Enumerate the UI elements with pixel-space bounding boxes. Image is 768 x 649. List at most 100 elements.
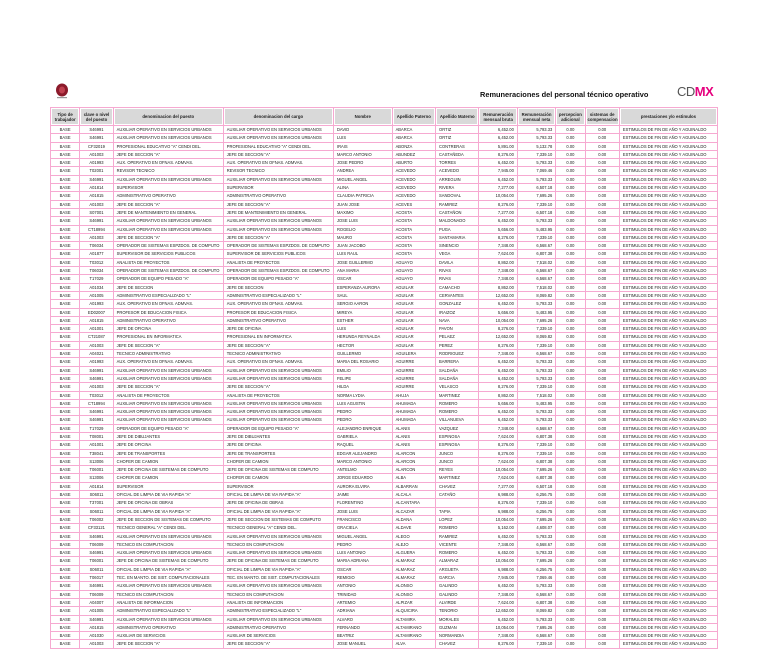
cell-denominacion-cargo: AUXILIAR OPERATIVO EN SERVICIOS URBANOS [223,582,333,590]
cell-tipo-trabajador: BASE [51,283,80,291]
cell-clave-puesto: A01005 [80,607,113,615]
cell-sistemas-compensacion: 0.00 [585,208,619,217]
cell-denominacion-puesto: ANALISTA DE PROYECTOS [113,391,223,399]
cell-remuneracion-neta: 6,256.75 [517,507,556,515]
table-row: BASE S13006 CHOFER DE CAMION CHOFER DE CAMI… [51,474,717,482]
cell-percepcion-adicional: 0.00 [556,325,585,333]
table-row: BASE ED02007 PROFESOR DE EDUCACION FISICA P… [51,308,717,316]
cell-denominacion-cargo: ADMINISTRATIVO ESPECIALIZADO "L" [223,291,333,300]
cell-remuneracion-bruta: 12,652.00 [479,607,517,615]
table-row: BASE S06011 OFICIAL DE LIMPIA DE VIA RAPID… [51,491,717,499]
cell-clave-puesto: A04007 [80,598,113,607]
cell-sistemas-compensacion: 0.00 [585,524,619,532]
cell-nombre: JUAN JACOBO [333,242,392,250]
table-row: BASE T02001 REVISOR TECNICO REVISOR TECNICO… [51,167,717,175]
cell-prestaciones: ESTIMULOS DE FIN DE AÑO Y AGUINALDO [619,308,717,316]
cell-apellido-paterno: ALARCON [392,449,436,457]
table-row: BASE CT21087 PROFESIONAL EN INFORMATICA PRO… [51,333,717,341]
cell-remuneracion-bruta: 8,276.00 [479,499,517,507]
cell-nombre: SAUL [333,291,392,300]
cell-remuneracion-neta: 5,793.33 [517,408,556,416]
cell-remuneracion-neta: 7,339.10 [517,640,556,648]
cell-denominacion-puesto: AUX. OPERATIVO EN OFNAS. ADMVAS. [113,300,223,308]
cell-prestaciones: ESTIMULOS DE FIN DE AÑO Y AGUINALDO [619,291,717,300]
cell-apellido-materno [436,499,479,507]
cell-remuneracion-bruta: 6,988.00 [479,491,517,499]
cell-apellido-paterno: AGUIRRE [392,358,436,366]
cell-sistemas-compensacion: 0.00 [585,532,619,540]
cell-clave-puesto: S46991 [80,582,113,590]
cell-denominacion-cargo: CHOFER DE CAMION [223,457,333,466]
cell-apellido-materno: ROMERO [436,408,479,416]
cell-apellido-materno: CONTRERAS [436,142,479,150]
cell-clave-puesto: A04021 [80,350,113,358]
cell-percepcion-adicional: 0.00 [556,399,585,408]
cell-denominacion-cargo: AUXILIAR OPERATIVO EN SERVICIOS URBANOS [223,366,333,374]
cell-prestaciones: ESTIMULOS DE FIN DE AÑO Y AGUINALDO [619,325,717,333]
cell-sistemas-compensacion: 0.00 [585,350,619,358]
cell-denominacion-cargo: JEFE DE OFICINA DE SISTEMAS DE COMPUTO [223,466,333,474]
cell-clave-puesto: A01001 [80,441,113,449]
cell-denominacion-puesto: JEFE DE SECCION [113,283,223,291]
cell-denominacion-cargo: JEFE DE SECCION "A" [223,383,333,391]
cell-tipo-trabajador: BASE [51,557,80,565]
table-row: BASE T37001 JEFE DE OFICINA DE OBRAS JEFE D… [51,499,717,507]
cell-remuneracion-neta: 5,793.33 [517,358,556,366]
cell-tipo-trabajador: BASE [51,333,80,341]
cell-nombre: ARTEMIO [333,598,392,607]
cell-remuneracion-bruta: 6,452.00 [479,300,517,308]
cell-remuneracion-neta: 5,793.33 [517,549,556,557]
cell-denominacion-puesto: AUXILIAR OPERATIVO EN SERVICIOS URBANOS [113,549,223,557]
cell-apellido-materno: NAVA [436,316,479,325]
cell-nombre: OSCAR [333,565,392,574]
cell-apellido-materno: ESPINOSA [436,432,479,441]
table-row: BASE S46991 AUXILIAR OPERATIVO EN SERVICIO… [51,549,717,557]
cell-denominacion-cargo: AUXILIAR OPERATIVO EN SERVICIOS URBANOS [223,134,333,142]
cell-nombre: OSCAR [333,275,392,283]
cell-nombre: MARCO ANTONIO [333,457,392,466]
cell-tipo-trabajador: BASE [51,515,80,524]
cell-denominacion-cargo: TECNICO GENERAL "A" CENDI DEL. [223,524,333,532]
cell-clave-puesto: CT18994 [80,225,113,233]
cell-remuneracion-bruta: 8,862.00 [479,258,517,267]
cell-prestaciones: ESTIMULOS DE FIN DE AÑO Y AGUINALDO [619,582,717,590]
cell-remuneracion-bruta: 8,862.00 [479,391,517,399]
cell-denominacion-cargo: JEFE DE DIBUJANTES [223,432,333,441]
cell-apellido-materno: NORMANDIA [436,632,479,640]
cell-clave-puesto: T06009 [80,590,113,598]
cell-clave-puesto: CT18994 [80,399,113,408]
cell-denominacion-cargo: JEFE DE SECCION "A" [223,150,333,159]
cell-nombre: ALEJANDRO ENRIQUE [333,424,392,432]
cell-sistemas-compensacion: 0.00 [585,325,619,333]
cell-apellido-materno: RODRIGUEZ [436,350,479,358]
cell-denominacion-cargo: AUX. OPERATIVO EN OFNAS. ADMVAS. [223,358,333,366]
cell-remuneracion-neta: 5,793.33 [517,175,556,184]
cell-denominacion-puesto: OPERADOR DE EQUIPO PESADO "A" [113,275,223,283]
cell-remuneracion-bruta: 7,348.00 [479,275,517,283]
cell-denominacion-puesto: AUXILIAR OPERATIVO EN SERVICIOS URBANOS [113,399,223,408]
cell-nombre: JORGE EDUARDO [333,474,392,482]
cell-denominacion-puesto: SUPERVISOR [113,184,223,192]
cell-denominacion-puesto: JEFE DE SECCION "A" [113,383,223,391]
cell-prestaciones: ESTIMULOS DE FIN DE AÑO Y AGUINALDO [619,424,717,432]
cell-nombre: PEDRO [333,408,392,416]
cell-clave-puesto: S06011 [80,491,113,499]
cell-denominacion-cargo: AUXILIAR OPERATIVO EN SERVICIOS URBANOS [223,549,333,557]
cell-percepcion-adicional: 0.00 [556,184,585,192]
cell-denominacion-cargo: OFICIAL DE LIMPIA DE VIA RAPIDA "A" [223,565,333,574]
cell-denominacion-cargo: PROFESOR DE EDUCACION FISICA [223,308,333,316]
cell-sistemas-compensacion: 0.00 [585,549,619,557]
cell-percepcion-adicional: 0.00 [556,532,585,540]
cell-percepcion-adicional: 0.00 [556,623,585,632]
cell-sistemas-compensacion: 0.00 [585,432,619,441]
cell-denominacion-puesto: AUXILIAR OPERATIVO EN SERVICIOS URBANOS [113,416,223,424]
cell-remuneracion-neta: 5,793.33 [517,374,556,383]
cell-prestaciones: ESTIMULOS DE FIN DE AÑO Y AGUINALDO [619,540,717,549]
cell-denominacion-puesto: AUXILIAR OPERATIVO EN SERVICIOS URBANOS [113,126,223,134]
cell-nombre: GUILLERMO [333,350,392,358]
cell-apellido-paterno: ALDANA [392,515,436,524]
cell-remuneracion-bruta: 8,276.00 [479,449,517,457]
cell-denominacion-cargo: ANALISTA DE INFORMACION [223,598,333,607]
cell-tipo-trabajador: BASE [51,582,80,590]
cell-apellido-materno: TENORIO [436,607,479,615]
